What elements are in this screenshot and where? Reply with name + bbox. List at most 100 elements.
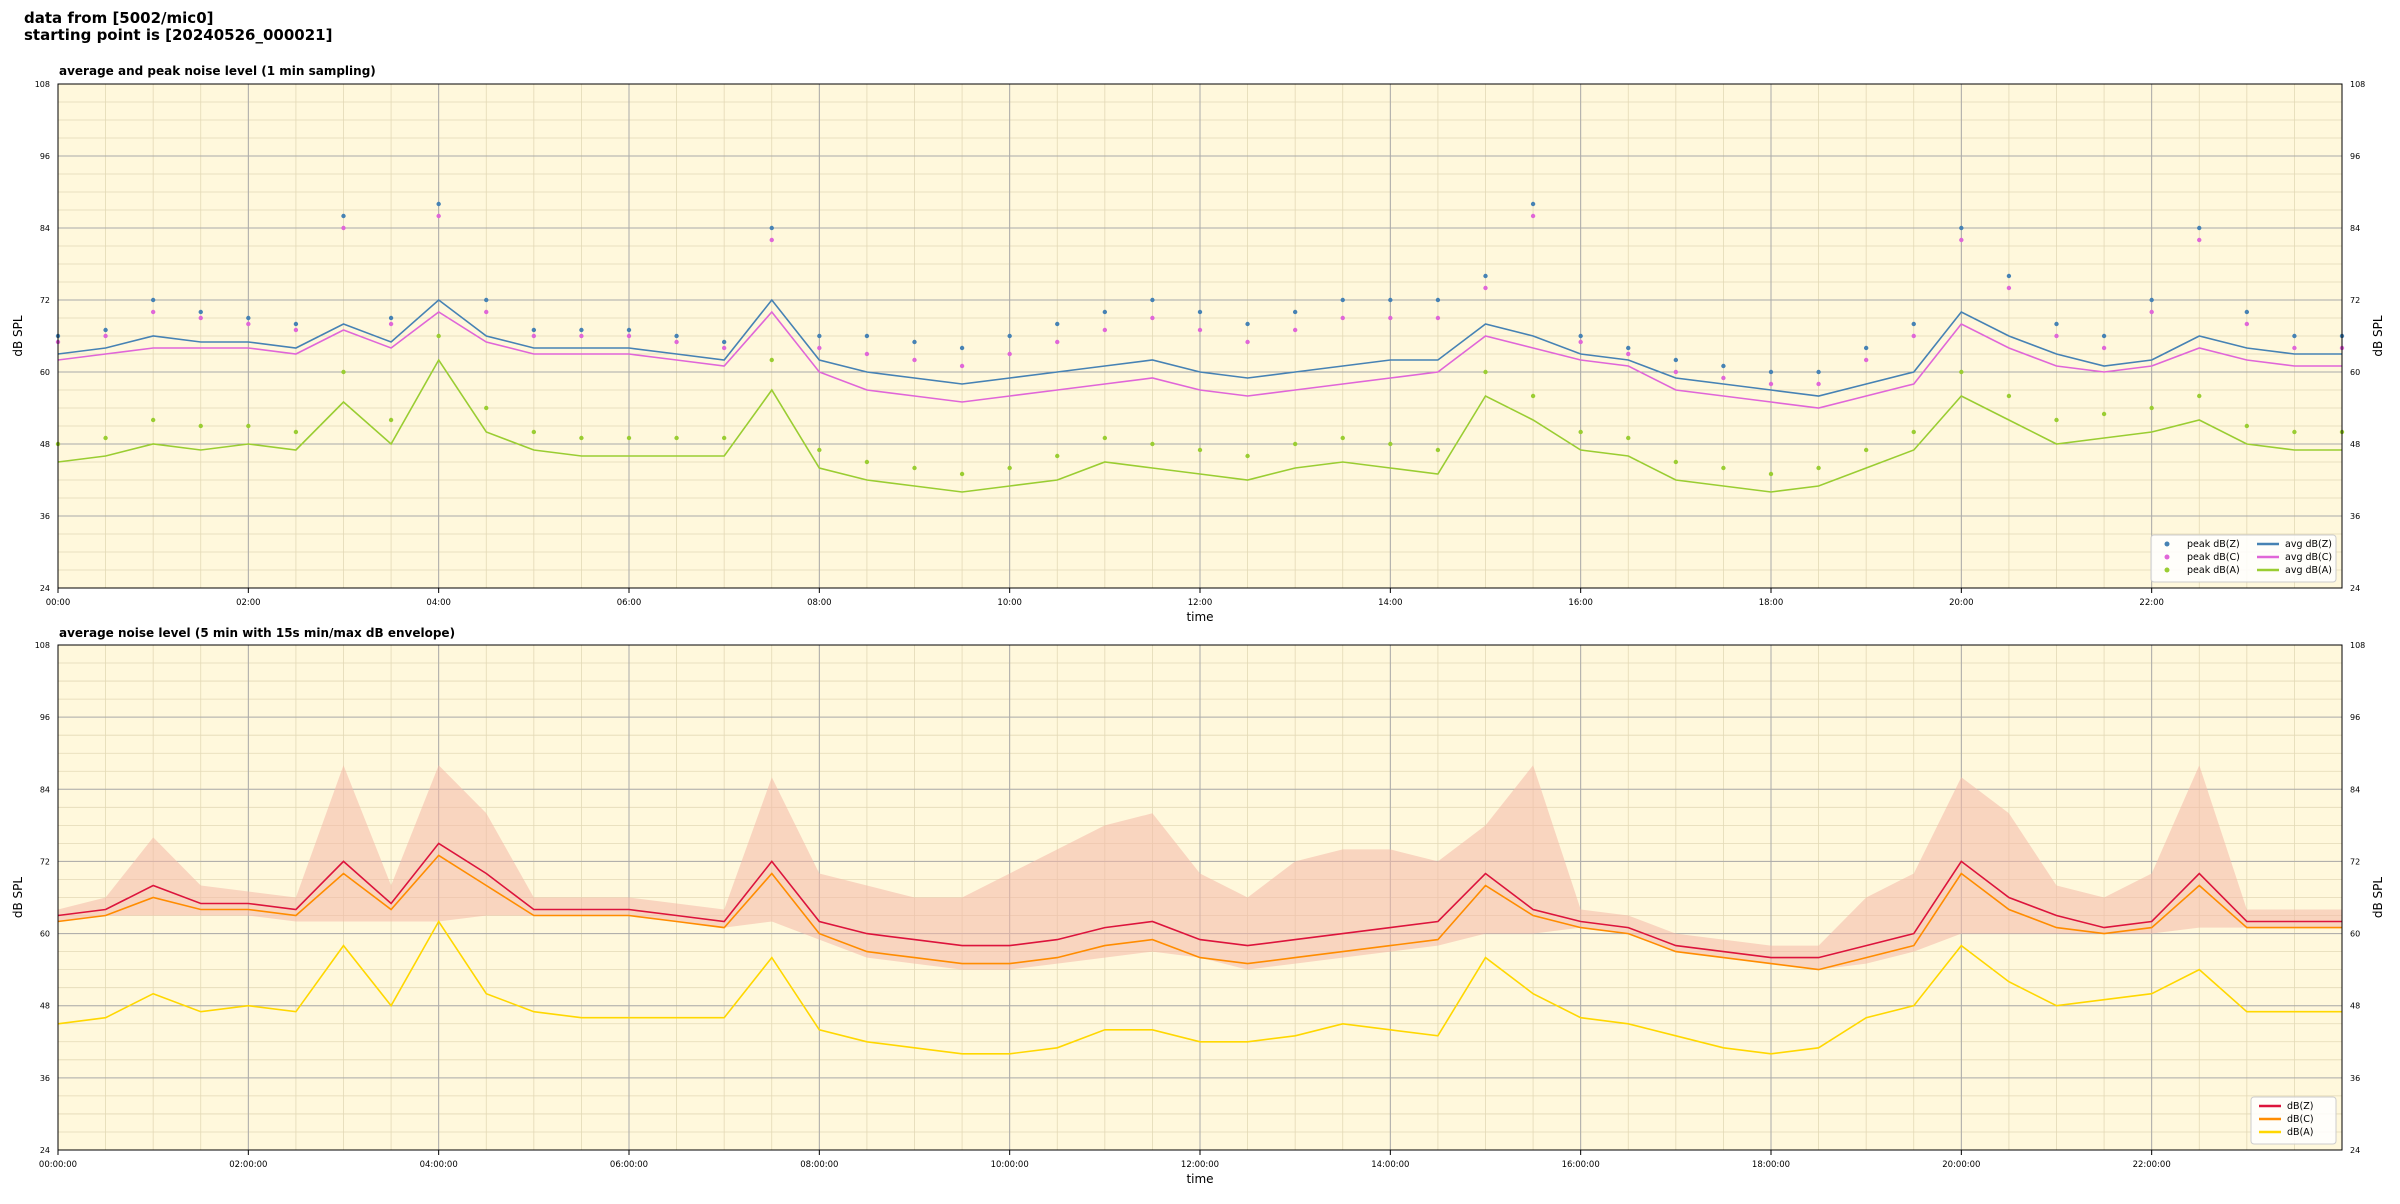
y-tick-label: 48	[40, 1002, 50, 1011]
chart-title: average and peak noise level (1 min samp…	[59, 64, 376, 78]
legend-label: peak dB(Z)	[2187, 539, 2240, 550]
x-tick-label: 06:00:00	[610, 1160, 648, 1170]
data-point	[1816, 369, 1821, 375]
x-axis-label: time	[1186, 610, 1213, 624]
data-point	[626, 333, 632, 339]
data-point	[246, 315, 251, 321]
data-point	[769, 225, 774, 231]
data-point	[1435, 447, 1441, 453]
data-point	[721, 435, 727, 441]
y-tick-label: 60	[40, 368, 50, 377]
data-point	[1768, 471, 1774, 477]
chart-plot: 24 24 36 36 48 48 60 60 72 72 84 84 96 96 108 108 00:00:…	[11, 641, 2385, 1186]
data-point	[103, 327, 108, 333]
y-tick-label: 84	[40, 224, 50, 233]
legend-label: peak dB(A)	[2187, 565, 2240, 576]
data-point	[1435, 315, 1441, 321]
data-point	[1530, 201, 1536, 207]
data-point	[1007, 351, 1012, 357]
header-start: starting point is [20240526_000021]	[24, 26, 333, 44]
data-point	[2244, 423, 2250, 429]
y-tick-label: 96	[40, 713, 50, 722]
series-line	[57, 854, 2342, 971]
data-point	[2149, 297, 2154, 303]
data-point	[1768, 381, 1774, 387]
legend-marker	[2164, 567, 2170, 573]
data-point	[579, 333, 584, 339]
y-tick-label: 72	[40, 857, 50, 866]
data-point	[198, 309, 203, 315]
data-point	[1673, 357, 1679, 363]
data-point	[293, 321, 299, 327]
data-point	[293, 327, 299, 333]
chart-plot: 24 24 36 36 48 48 60 60 72 72 84 84 96 96 108 108 00:00 0…	[11, 80, 2385, 624]
plot-frame	[57, 83, 2343, 589]
data-point	[436, 201, 441, 207]
data-point	[674, 435, 679, 441]
data-point	[1673, 369, 1679, 375]
data-point	[1197, 447, 1203, 453]
y-tick-label: 96	[2350, 152, 2360, 161]
data-point	[198, 315, 203, 321]
data-point	[1863, 345, 1869, 351]
y-tick-label: 48	[2350, 1002, 2360, 1011]
y-tick-label: 36	[40, 1074, 50, 1083]
data-point	[150, 309, 156, 315]
x-axis-label: time	[1186, 1172, 1213, 1186]
data-point	[2054, 321, 2059, 327]
x-tick-label: 04:00:00	[420, 1160, 458, 1170]
data-point	[1626, 345, 1631, 351]
data-point	[1245, 339, 1250, 345]
header: data from [5002/mic0] starting point is …	[24, 10, 332, 44]
y-tick-label: 60	[2350, 368, 2360, 377]
data-point	[1292, 441, 1298, 447]
data-point	[2101, 345, 2107, 351]
x-tick-label: 00:00	[46, 598, 71, 608]
y-tick-label: 96	[40, 152, 50, 161]
x-tick-label: 04:00	[426, 598, 451, 608]
legend: peak dB(Z) peak dB(C) peak dB(A) avg dB(Z) a…	[2150, 534, 2337, 583]
data-point	[864, 333, 870, 339]
data-point	[1340, 297, 1345, 303]
series	[57, 310, 2342, 409]
data-point	[484, 405, 489, 411]
data-point	[721, 345, 727, 351]
x-tick-label: 12:00:00	[1181, 1160, 1219, 1170]
data-point	[1721, 375, 1726, 381]
data-point	[246, 423, 251, 429]
legend: dB(Z) dB(C) dB(A)	[2250, 1096, 2337, 1145]
data-point	[531, 327, 537, 333]
x-tick-label: 20:00	[1949, 598, 1974, 608]
data-point	[293, 429, 299, 435]
data-point	[341, 225, 346, 231]
data-point	[817, 345, 822, 351]
data-point	[769, 237, 774, 243]
data-point	[1721, 465, 1726, 471]
data-point	[1340, 435, 1345, 441]
data-point	[1197, 309, 1203, 315]
x-tick-label: 16:00	[1568, 598, 1593, 608]
x-tick-label: 18:00	[1759, 598, 1784, 608]
x-tick-label: 00:00:00	[39, 1160, 77, 1170]
y-axis-label: dB SPL	[2371, 877, 2385, 919]
data-point	[1483, 369, 1488, 375]
data-point	[1388, 315, 1393, 321]
legend-label: avg dB(Z)	[2285, 539, 2332, 550]
x-tick-label: 14:00:00	[1371, 1160, 1409, 1170]
data-point	[2197, 225, 2202, 231]
series-line	[57, 358, 2342, 493]
data-point	[1007, 333, 1012, 339]
data-point	[1863, 357, 1869, 363]
x-tick-label: 02:00	[236, 598, 261, 608]
data-point	[1959, 237, 1964, 243]
legend-box	[2150, 534, 2337, 583]
data-point	[1150, 297, 1155, 303]
data-point	[2101, 333, 2107, 339]
data-point	[912, 465, 917, 471]
series-line	[57, 310, 2342, 409]
data-point	[1245, 321, 1250, 327]
data-point	[1055, 339, 1060, 345]
y-tick-label: 36	[2350, 512, 2360, 521]
data-point	[1292, 327, 1298, 333]
y-tick-label: 48	[2350, 440, 2360, 449]
